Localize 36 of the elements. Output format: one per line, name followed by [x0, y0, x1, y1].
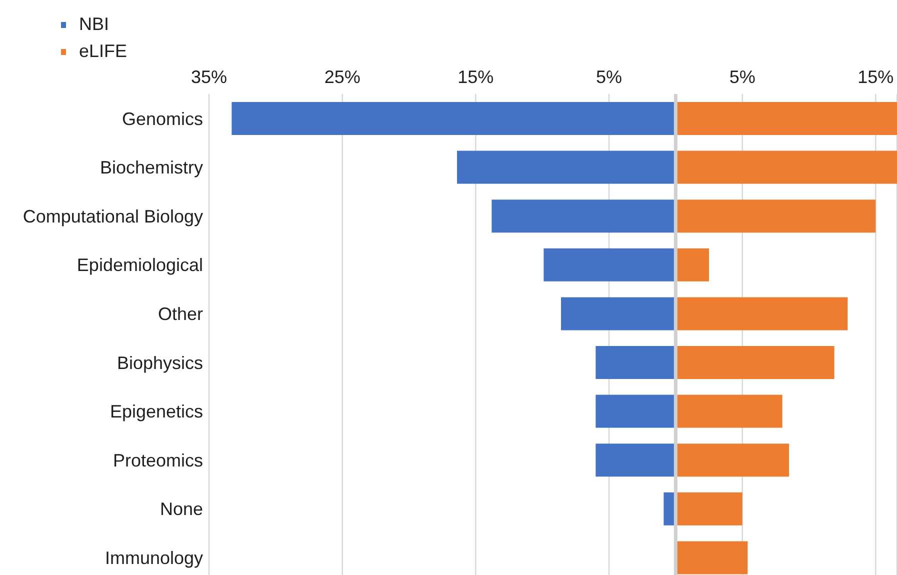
x-tick-label: 25%	[324, 67, 360, 87]
x-tick-label: 15%	[458, 67, 494, 87]
y-tick-label: Epidemiological	[76, 255, 203, 276]
bar	[596, 346, 676, 379]
bar	[596, 394, 676, 428]
legend-label: NBI	[79, 14, 110, 35]
bar	[676, 297, 848, 330]
y-tick-label: Other	[158, 304, 203, 324]
bar	[676, 102, 897, 135]
bar	[676, 394, 782, 428]
y-tick-label: Biochemistry	[100, 158, 203, 178]
bar	[676, 150, 897, 184]
legend-label: eLIFE	[79, 41, 128, 62]
bar	[676, 541, 748, 574]
y-tick-label: Immunology	[104, 548, 203, 568]
y-tick-label: Genomics	[122, 108, 203, 129]
y-tick-label: Computational Biology	[22, 206, 203, 226]
bar	[676, 248, 709, 282]
bar	[596, 444, 676, 477]
bar	[676, 200, 876, 233]
y-tick-label: None	[160, 499, 203, 520]
bar	[492, 200, 676, 233]
bar	[544, 248, 676, 282]
bar	[676, 346, 834, 379]
bar	[457, 150, 676, 184]
y-tick-label: Biophysics	[116, 352, 203, 373]
bar	[232, 102, 676, 135]
x-tick-label: 5%	[596, 67, 622, 87]
y-tick-label: Proteomics	[112, 450, 203, 470]
y-tick-label: Epigenetics	[110, 402, 203, 422]
bar	[676, 492, 742, 526]
x-tick-label: 15%	[858, 67, 894, 87]
x-tick-label: 5%	[729, 67, 756, 87]
bar	[561, 297, 676, 330]
bar	[676, 444, 789, 477]
x-tick-label: 35%	[190, 67, 228, 87]
